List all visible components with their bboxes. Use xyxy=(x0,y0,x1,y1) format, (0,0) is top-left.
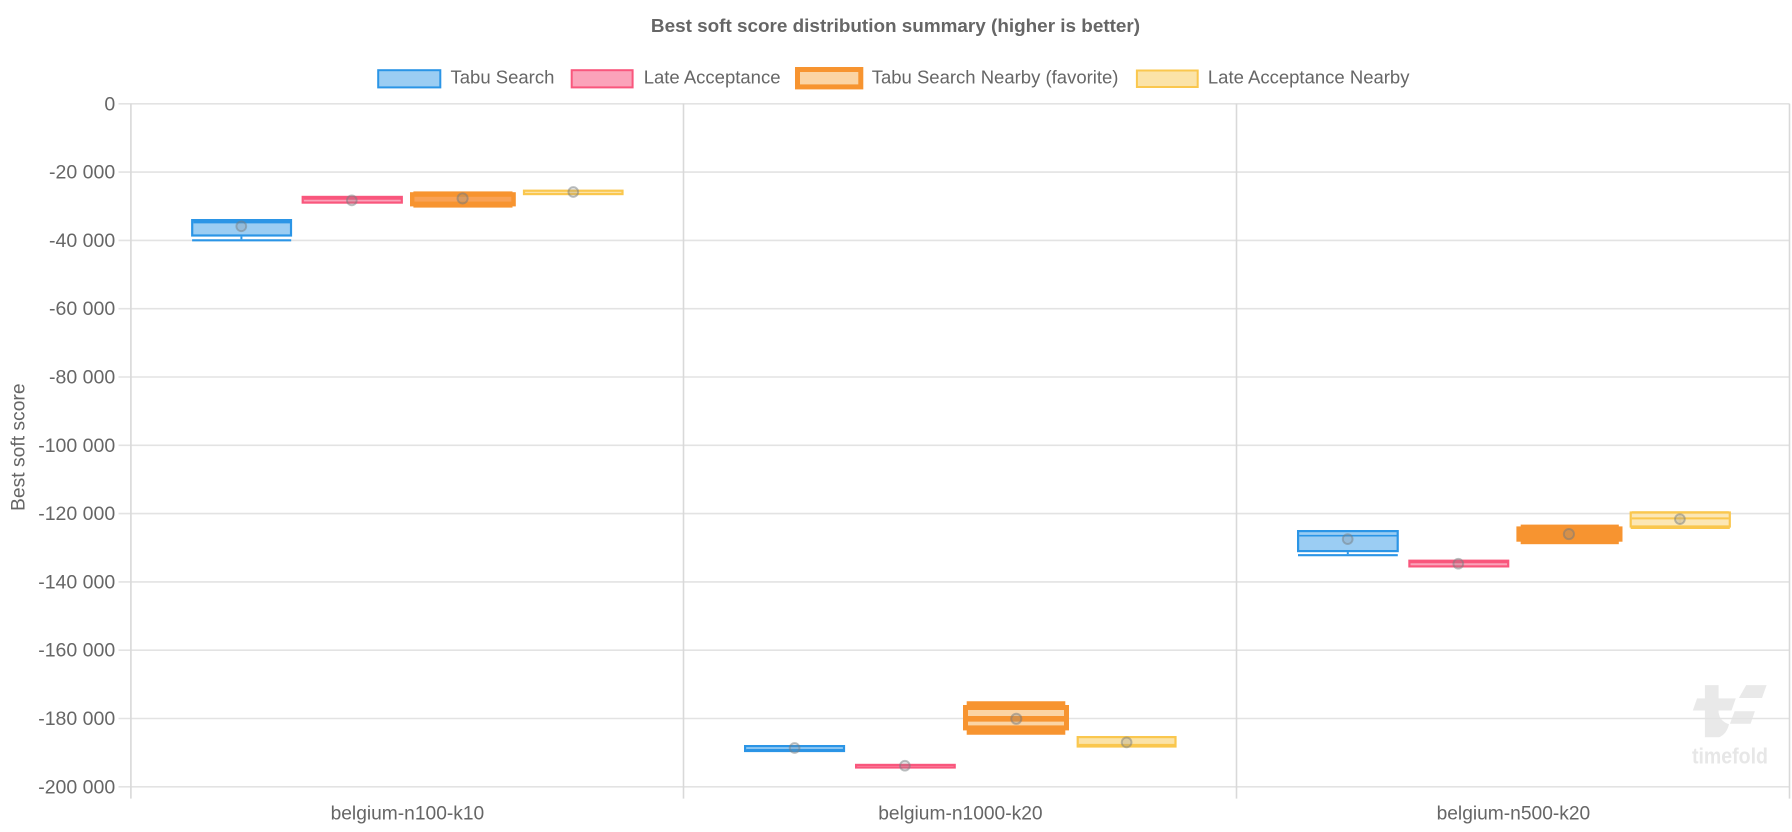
svg-text:timefold: timefold xyxy=(1692,744,1768,769)
svg-text:-160 000: -160 000 xyxy=(38,640,115,662)
svg-text:belgium-n500-k20: belgium-n500-k20 xyxy=(1437,804,1591,825)
svg-text:Tabu Search Nearby (favorite): Tabu Search Nearby (favorite) xyxy=(872,67,1119,88)
svg-text:-100 000: -100 000 xyxy=(38,435,115,457)
svg-text:Best soft score: Best soft score xyxy=(8,383,29,511)
svg-text:Late Acceptance Nearby: Late Acceptance Nearby xyxy=(1208,67,1410,88)
svg-text:-60 000: -60 000 xyxy=(49,298,115,320)
svg-text:-200 000: -200 000 xyxy=(38,776,115,798)
svg-text:-120 000: -120 000 xyxy=(38,503,115,525)
svg-text:-140 000: -140 000 xyxy=(38,571,115,593)
svg-text:-20 000: -20 000 xyxy=(49,162,115,184)
svg-text:Tabu Search: Tabu Search xyxy=(451,67,555,88)
svg-text:0: 0 xyxy=(104,93,115,115)
svg-text:Late Acceptance: Late Acceptance xyxy=(644,67,781,88)
svg-text:belgium-n100-k10: belgium-n100-k10 xyxy=(331,804,485,825)
svg-text:Best soft score distribution s: Best soft score distribution summary (hi… xyxy=(651,16,1140,37)
svg-text:-80 000: -80 000 xyxy=(49,367,115,389)
svg-text:-40 000: -40 000 xyxy=(49,230,115,252)
svg-text:belgium-n1000-k20: belgium-n1000-k20 xyxy=(878,804,1042,825)
svg-text:-180 000: -180 000 xyxy=(38,708,115,730)
